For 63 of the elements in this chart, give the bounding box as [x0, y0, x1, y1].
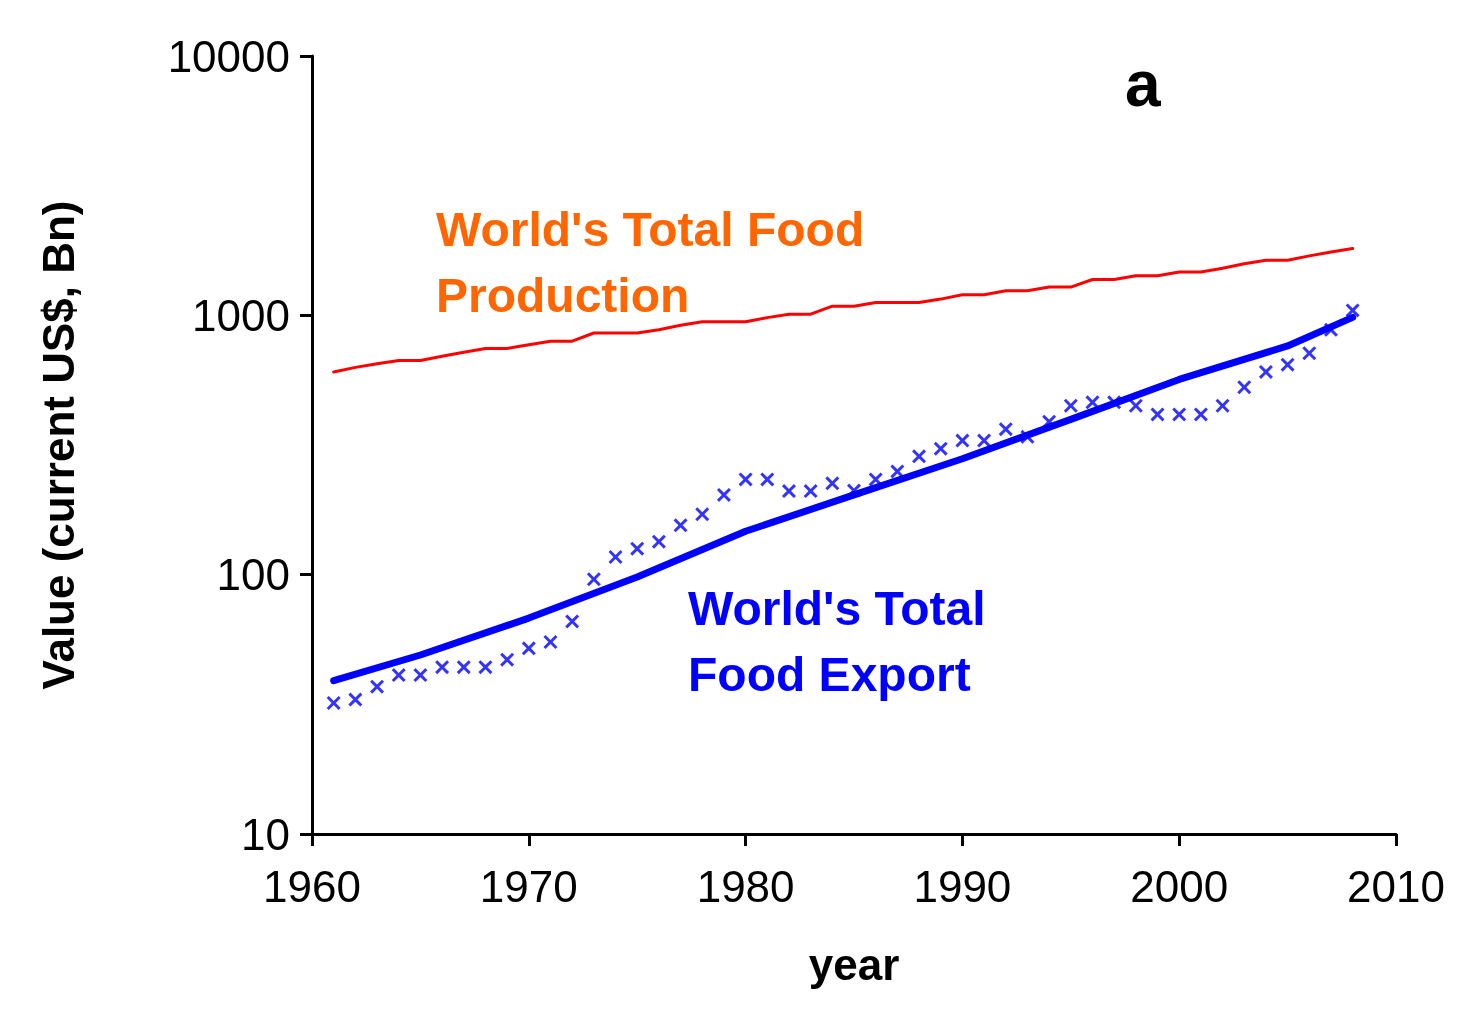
line-series	[332, 247, 1355, 374]
point	[543, 635, 558, 649]
y-tick-label: 10000	[167, 31, 290, 81]
point	[673, 518, 688, 533]
point	[1237, 380, 1252, 395]
point	[912, 449, 927, 464]
y-tick-label: 10	[241, 809, 290, 859]
x-tick-label: 1980	[696, 861, 795, 911]
point	[1020, 429, 1035, 444]
y-axis-title: Value (current US$, Bn)	[33, 200, 83, 690]
point	[586, 572, 601, 587]
point	[413, 668, 428, 683]
point	[565, 614, 580, 629]
point	[348, 692, 363, 707]
point	[370, 679, 385, 694]
x-tick-label: 2010	[1347, 861, 1445, 911]
point	[803, 484, 818, 499]
y-tick-label: 100	[216, 550, 290, 600]
point	[456, 660, 471, 675]
point	[1107, 395, 1122, 410]
point	[478, 660, 493, 675]
point	[391, 668, 406, 683]
point	[716, 487, 731, 502]
point	[608, 549, 623, 564]
point	[630, 541, 645, 556]
point	[1150, 407, 1165, 422]
point	[1280, 357, 1295, 372]
point	[781, 484, 796, 499]
point	[435, 660, 450, 675]
point	[1063, 398, 1078, 413]
series-label: World's Total Food Production	[436, 202, 865, 322]
point	[1172, 407, 1187, 422]
point	[521, 641, 536, 656]
point	[1302, 346, 1317, 361]
point	[760, 472, 775, 487]
point	[1128, 398, 1143, 413]
point	[738, 472, 753, 487]
point	[1345, 303, 1360, 318]
x-tick-label: 1970	[479, 861, 578, 911]
point	[1085, 395, 1100, 410]
point	[847, 483, 861, 498]
point	[695, 507, 710, 522]
point	[933, 441, 948, 456]
point	[825, 476, 840, 491]
y-tick-label: 1000	[192, 290, 290, 340]
point	[326, 696, 341, 710]
x-tick-label: 2000	[1130, 861, 1229, 911]
x-tick-label: 1960	[263, 861, 361, 911]
annotation: a	[1125, 48, 1161, 120]
x-axis-title: year	[808, 939, 900, 989]
point	[1323, 322, 1338, 337]
point	[500, 652, 515, 667]
point	[1258, 364, 1273, 379]
point	[998, 422, 1013, 437]
series-label: World's Total Food Export	[688, 581, 986, 701]
point	[1215, 398, 1230, 413]
point	[868, 472, 883, 487]
point	[651, 534, 666, 549]
point	[1193, 407, 1208, 422]
point	[955, 433, 970, 448]
point	[890, 464, 905, 479]
x-tick-label: 1990	[913, 861, 1012, 911]
point	[977, 433, 992, 448]
